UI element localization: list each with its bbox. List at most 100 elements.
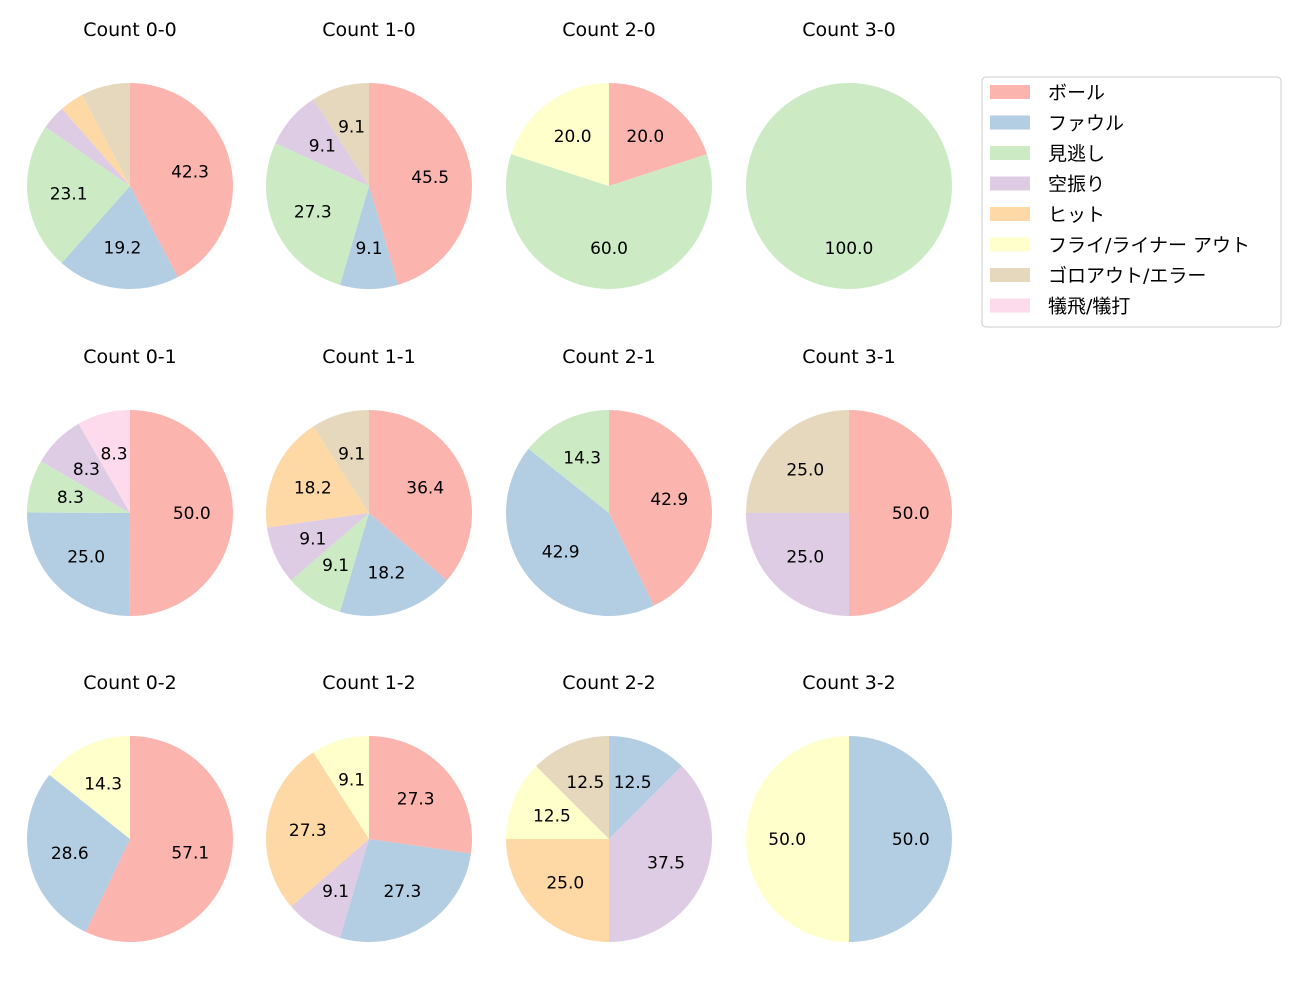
pie-slice xyxy=(506,839,609,942)
slice-value-label: 25.0 xyxy=(786,548,824,568)
pie-slice xyxy=(27,461,131,513)
slice-value-label: 14.3 xyxy=(84,774,122,794)
pie-slice xyxy=(609,766,712,942)
pie-slice xyxy=(609,736,682,839)
pie-slice xyxy=(27,512,131,616)
pie-slice xyxy=(130,83,234,278)
pie-title: Count 2-0 xyxy=(562,19,656,41)
pie-slice xyxy=(849,410,952,616)
pie-title: Count 0-2 xyxy=(83,672,177,694)
pie-slice xyxy=(291,839,369,938)
pie-slice xyxy=(369,736,472,854)
slice-value-label: 19.2 xyxy=(104,238,142,258)
pie-slice xyxy=(313,736,369,839)
legend-swatch xyxy=(990,146,1030,160)
pie-slice xyxy=(275,99,369,186)
pie-count-3-1: Count 3-1 50.0 25.0 25.0 xyxy=(746,346,952,616)
pie-title: Count 3-1 xyxy=(802,346,896,368)
slice-value-label: 14.3 xyxy=(563,448,601,468)
legend-swatch xyxy=(990,115,1030,130)
pie-count-0-2: Count 0-2 57.1 28.6 14.3 xyxy=(27,672,234,942)
slice-value-label: 9.1 xyxy=(322,556,349,576)
slice-value-label: 12.5 xyxy=(614,773,652,793)
slice-value-label: 12.5 xyxy=(566,773,604,793)
pie-title: Count 3-2 xyxy=(802,672,896,694)
legend-label: ゴロアウト/エラー xyxy=(1048,265,1206,287)
pie-slice xyxy=(27,774,130,932)
pie-slice xyxy=(849,736,952,942)
pie-slice xyxy=(506,448,654,616)
pie-slice xyxy=(82,83,130,186)
pie-title: Count 1-1 xyxy=(322,346,416,368)
legend-swatch xyxy=(990,268,1030,282)
pie-count-3-2: Count 3-2 50.0 50.0 xyxy=(746,672,952,942)
legend-label: ボール xyxy=(1048,82,1105,104)
pie-title: Count 1-2 xyxy=(322,672,416,694)
pie-slice xyxy=(369,410,473,581)
pie-slice xyxy=(78,410,130,513)
pie-title: Count 1-0 xyxy=(322,19,416,41)
pie-title: Count 3-0 xyxy=(802,19,896,41)
pie-slice xyxy=(339,513,447,616)
slice-value-label: 42.3 xyxy=(171,162,209,182)
legend-label: ファウル xyxy=(1048,113,1124,135)
legend-label: フライ/ライナー アウト xyxy=(1048,235,1250,257)
pie-slice xyxy=(129,410,233,616)
slice-value-label: 50.0 xyxy=(892,830,930,850)
pie-slice xyxy=(746,513,849,616)
pie-count-3-0: Count 3-0 100.0 xyxy=(746,19,952,289)
pie-title: Count 2-1 xyxy=(562,346,656,368)
slice-value-label: 8.3 xyxy=(57,488,84,508)
pie-slice xyxy=(265,143,369,285)
pie-count-1-2: Count 1-2 27.3 27.3 9.1 27.3 9.1 xyxy=(266,672,472,942)
slice-value-label: 60.0 xyxy=(590,239,628,259)
legend-swatch xyxy=(990,298,1030,313)
slice-value-label: 18.2 xyxy=(367,563,405,583)
slice-value-label: 20.0 xyxy=(554,127,592,147)
legend-label: ヒット xyxy=(1048,204,1105,226)
slice-value-label: 50.0 xyxy=(768,830,806,850)
slice-value-label: 9.1 xyxy=(338,445,365,465)
slice-value-label: 57.1 xyxy=(171,844,209,864)
slice-value-label: 42.9 xyxy=(650,490,688,510)
pie-slice xyxy=(511,83,609,186)
pie-slice xyxy=(266,426,369,528)
slice-value-label: 8.3 xyxy=(101,444,128,464)
pie-slice xyxy=(291,513,369,612)
pie-title: Count 0-1 xyxy=(83,346,177,368)
slice-value-label: 9.1 xyxy=(299,530,326,550)
legend-swatch xyxy=(990,176,1030,191)
slice-value-label: 37.5 xyxy=(647,854,685,874)
pie-slice xyxy=(49,736,131,839)
pie-title: Count 2-2 xyxy=(562,672,656,694)
slice-value-label: 9.1 xyxy=(338,771,365,791)
pie-title: Count 0-0 xyxy=(83,19,177,41)
pie-slice xyxy=(61,186,178,289)
pie-count-1-0: Count 1-045.59.127.39.19.1 xyxy=(265,19,473,290)
slice-value-label: 9.1 xyxy=(309,137,336,157)
pie-slice xyxy=(369,83,473,285)
slice-value-label: 20.0 xyxy=(626,127,664,147)
pie-slice xyxy=(536,736,609,839)
pie-slice xyxy=(528,410,609,513)
pie-slice xyxy=(45,108,130,186)
pie-count-2-0: Count 2-0 20.0 60.0 20.0 xyxy=(506,19,712,290)
slice-value-label: 9.1 xyxy=(338,118,365,138)
slice-value-label: 100.0 xyxy=(825,239,874,259)
pie-slice xyxy=(313,83,369,186)
slice-value-label: 27.3 xyxy=(289,821,327,841)
legend-label: 見逃し xyxy=(1048,143,1105,165)
legend-label: 犠飛/犠打 xyxy=(1048,296,1130,318)
pie-count-2-2: Count 2-2 12.5 37.5 25.0 12.5 12.5 xyxy=(506,672,712,942)
slice-value-label: 9.1 xyxy=(322,882,349,902)
slice-value-label: 27.3 xyxy=(397,790,435,810)
pie-slice xyxy=(26,127,130,263)
pie-count-2-1: Count 2-1 42.9 42.9 14.3 xyxy=(506,346,713,616)
slice-value-label: 12.5 xyxy=(533,806,571,826)
pie-slice xyxy=(609,83,707,186)
pie-slice xyxy=(61,94,131,186)
pie-count-0-1: Count 0-150.025.08.38.38.3 xyxy=(27,346,233,616)
